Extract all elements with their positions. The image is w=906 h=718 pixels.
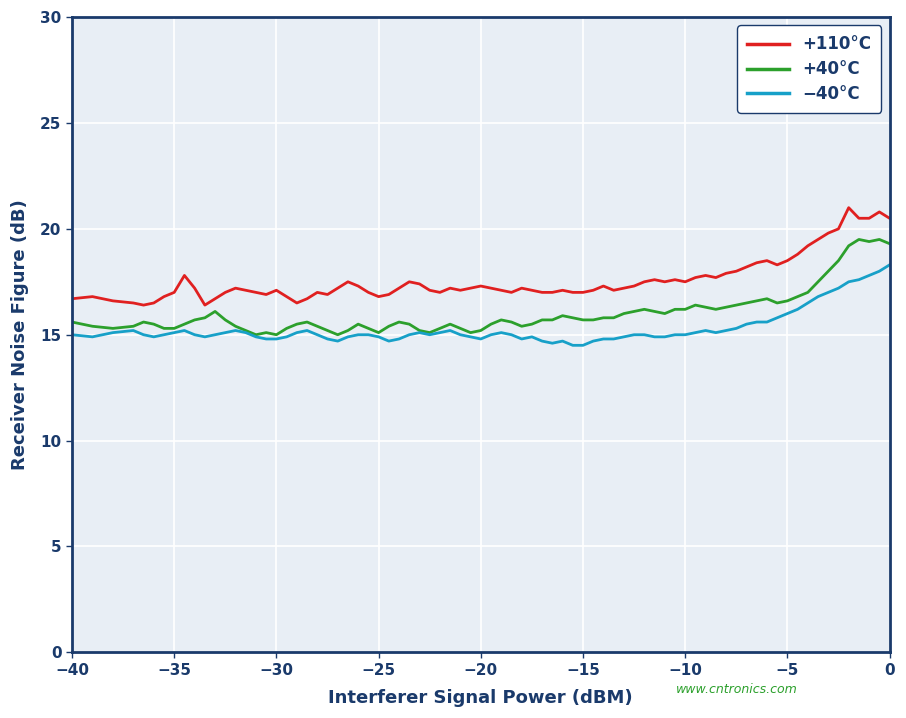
−40°C (435, 328, 446, 337)
+110°C (363, 288, 374, 297)
−40°C (149, 332, 159, 341)
−40°C (884, 261, 895, 269)
+40°C (230, 322, 241, 330)
+110°C (884, 214, 895, 223)
+110°C (240, 286, 251, 294)
+40°C (506, 318, 517, 327)
+40°C (363, 324, 374, 332)
−40°C (230, 326, 241, 335)
+40°C (670, 305, 680, 314)
−40°C (496, 328, 506, 337)
+40°C (445, 320, 456, 328)
+40°C (251, 330, 262, 339)
+110°C (670, 276, 680, 284)
+110°C (66, 294, 77, 303)
+40°C (853, 235, 864, 243)
Line: −40°C: −40°C (72, 265, 890, 345)
Legend: +110°C, +40°C, −40°C: +110°C, +40°C, −40°C (737, 25, 882, 113)
+110°C (445, 284, 456, 292)
+40°C (149, 320, 159, 328)
Line: +110°C: +110°C (72, 208, 890, 305)
−40°C (567, 341, 578, 350)
−40°C (66, 330, 77, 339)
−40°C (352, 330, 363, 339)
+110°C (506, 288, 517, 297)
Text: www.cntronics.com: www.cntronics.com (676, 684, 797, 696)
X-axis label: Interferer Signal Power (dBM): Interferer Signal Power (dBM) (329, 689, 633, 707)
+40°C (884, 239, 895, 248)
+110°C (159, 292, 169, 301)
−40°C (670, 330, 680, 339)
+110°C (138, 301, 149, 309)
+40°C (66, 318, 77, 327)
Y-axis label: Receiver Noise Figure (dB): Receiver Noise Figure (dB) (11, 200, 29, 470)
+110°C (843, 203, 854, 212)
Line: +40°C: +40°C (72, 239, 890, 335)
